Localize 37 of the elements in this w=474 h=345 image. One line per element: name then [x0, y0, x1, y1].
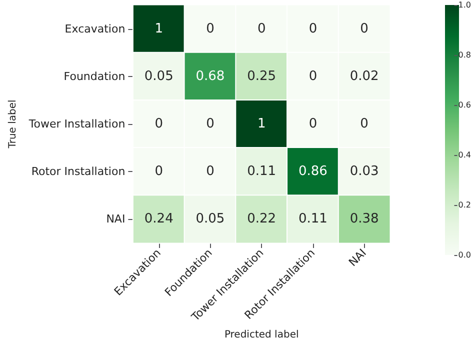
data-label: 0: [154, 116, 164, 132]
data-label: 1: [257, 116, 266, 132]
data-label: 0.25: [247, 68, 276, 84]
data-label: 0: [206, 116, 214, 132]
data-label: 0: [360, 21, 368, 36]
color-bar-label: 0.2: [458, 200, 472, 210]
color-bar-label: 0.0: [458, 250, 472, 260]
data-label: 0: [360, 116, 368, 132]
x-axis-title: Predicted label: [224, 330, 299, 340]
data-label: 0: [308, 21, 318, 36]
y-tick-label: Rotor Installation: [31, 165, 126, 178]
data-label: 0.05: [144, 68, 174, 84]
y-tick-label: Foundation: [64, 70, 126, 83]
data-label: 0.11: [298, 212, 328, 227]
data-label: 0: [308, 68, 318, 84]
data-label: 0: [206, 21, 214, 36]
data-label: 0.86: [298, 164, 328, 180]
data-label: 0.68: [196, 68, 225, 84]
data-label: 0: [154, 164, 164, 180]
color-bar-label: 0.4: [458, 150, 472, 160]
data-label: 0.02: [350, 68, 379, 84]
data-label: 0.22: [247, 212, 276, 227]
data-label: 0: [308, 116, 318, 132]
data-label: 0: [206, 164, 214, 180]
y-tick-label: NAI: [106, 212, 126, 226]
y-tick-label: Excavation: [64, 22, 126, 36]
data-label: 0.38: [350, 212, 379, 227]
x-tick-label: NAI: [346, 246, 369, 270]
data-label: 0.11: [247, 164, 276, 180]
y-axis-title: True label: [8, 100, 18, 150]
data-label: 0.03: [350, 164, 379, 180]
data-label: 1: [154, 21, 164, 36]
color-bar-label: 1.0: [458, 0, 472, 10]
y-tick-label: Tower Installation: [28, 118, 126, 130]
data-label: 0.24: [144, 212, 174, 227]
data-label: 0: [257, 21, 266, 36]
data-label: 0.05: [196, 212, 225, 227]
